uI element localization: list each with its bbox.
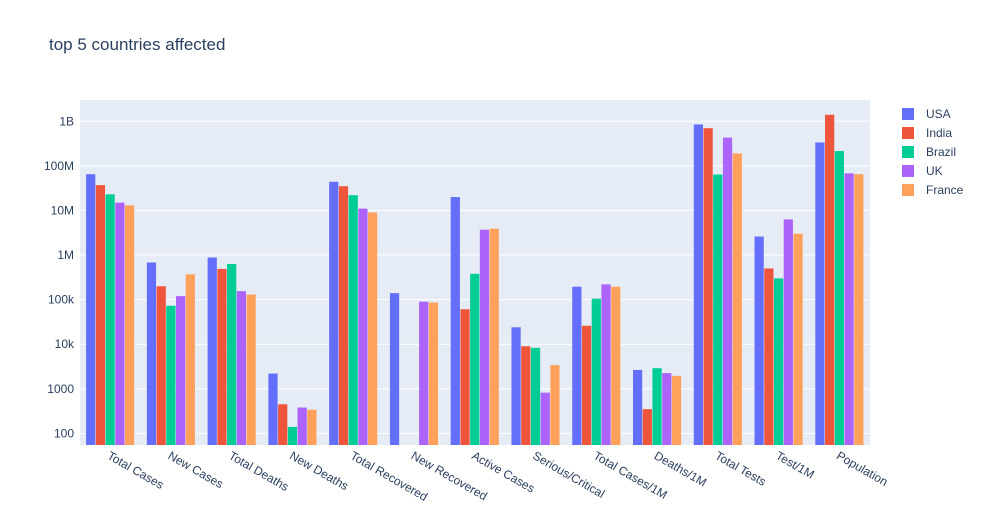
chart-title: top 5 countries affected xyxy=(49,35,225,54)
legend-swatch[interactable] xyxy=(902,165,914,177)
y-tick-label: 100M xyxy=(44,159,74,173)
bar[interactable] xyxy=(428,302,439,445)
bar[interactable] xyxy=(227,264,237,445)
bar[interactable] xyxy=(105,194,115,445)
bar[interactable] xyxy=(642,409,652,445)
bar[interactable] xyxy=(287,426,298,445)
x-tick-label: Total Deaths xyxy=(226,448,291,493)
bar[interactable] xyxy=(671,375,682,445)
bar[interactable] xyxy=(389,293,400,445)
bar[interactable] xyxy=(368,212,378,445)
bar[interactable] xyxy=(115,202,125,445)
bar[interactable] xyxy=(703,128,713,445)
bar[interactable] xyxy=(793,233,803,445)
bar[interactable] xyxy=(601,284,611,445)
bar[interactable] xyxy=(693,124,703,446)
bar[interactable] xyxy=(217,268,227,445)
bar[interactable] xyxy=(825,114,835,445)
bar[interactable] xyxy=(581,325,592,445)
bar[interactable] xyxy=(521,346,531,445)
legend-swatch[interactable] xyxy=(902,127,914,139)
y-tick-label: 10M xyxy=(51,203,74,217)
y-tick-label: 10k xyxy=(55,337,75,351)
bar[interactable] xyxy=(844,173,854,445)
bar[interactable] xyxy=(572,286,582,445)
bar[interactable] xyxy=(834,151,844,445)
bar[interactable] xyxy=(633,369,643,445)
x-tick-label: New Cases xyxy=(166,448,226,491)
legend-swatch[interactable] xyxy=(902,146,914,158)
x-tick-label: Population xyxy=(834,448,890,488)
y-tick-label: 1B xyxy=(59,114,74,128)
bar[interactable] xyxy=(146,262,157,445)
bar[interactable] xyxy=(652,368,662,445)
bar[interactable] xyxy=(166,305,176,445)
bar[interactable] xyxy=(815,142,825,445)
bar[interactable] xyxy=(550,365,560,445)
legend-label[interactable]: Brazil xyxy=(926,145,956,159)
bar[interactable] xyxy=(348,195,358,445)
bar[interactable] xyxy=(540,392,550,445)
bar[interactable] xyxy=(185,274,195,445)
bar[interactable] xyxy=(450,197,460,445)
legend-label[interactable]: USA xyxy=(926,107,951,121)
x-tick-label: Test/1M xyxy=(773,448,816,481)
bar[interactable] xyxy=(732,153,742,445)
bar[interactable] xyxy=(530,347,541,445)
bar[interactable] xyxy=(764,268,774,445)
bar[interactable] xyxy=(591,298,601,445)
bar[interactable] xyxy=(246,294,256,445)
y-tick-label: 1M xyxy=(57,248,74,262)
bar[interactable] xyxy=(722,137,733,446)
bar[interactable] xyxy=(773,278,784,445)
legend-label[interactable]: France xyxy=(926,183,964,197)
bar[interactable] xyxy=(124,205,135,445)
bar[interactable] xyxy=(338,186,349,445)
bar[interactable] xyxy=(236,291,247,445)
bar[interactable] xyxy=(854,174,864,446)
bar[interactable] xyxy=(470,273,480,445)
bar[interactable] xyxy=(307,409,317,445)
bar[interactable] xyxy=(511,327,521,445)
bar[interactable] xyxy=(176,296,186,445)
bar[interactable] xyxy=(713,174,723,445)
legend-swatch[interactable] xyxy=(902,108,914,120)
bar[interactable] xyxy=(419,301,429,445)
legend-label[interactable]: India xyxy=(926,126,952,140)
y-axis: 100 1000 10k 100k 1M 10M 100M 1B xyxy=(44,114,75,440)
bar[interactable] xyxy=(460,309,470,445)
bar[interactable] xyxy=(86,174,96,446)
bar[interactable] xyxy=(268,373,278,445)
bar[interactable] xyxy=(156,286,166,445)
y-tick-label: 1000 xyxy=(47,382,74,396)
bar[interactable] xyxy=(783,219,793,445)
legend-swatch[interactable] xyxy=(902,184,914,196)
bar[interactable] xyxy=(278,404,288,445)
legend[interactable]: USA India Brazil UK France xyxy=(902,107,964,197)
bar[interactable] xyxy=(207,257,217,445)
bar[interactable] xyxy=(95,185,106,445)
bar[interactable] xyxy=(489,228,499,445)
bar[interactable] xyxy=(662,373,672,445)
bar[interactable] xyxy=(479,229,490,445)
y-tick-label: 100 xyxy=(54,426,74,440)
bars[interactable] xyxy=(86,114,864,446)
x-tick-label: Total Tests xyxy=(713,448,769,488)
legend-label[interactable]: UK xyxy=(926,164,943,178)
x-tick-label: Total Cases xyxy=(105,448,166,491)
bar[interactable] xyxy=(329,181,339,446)
y-tick-label: 100k xyxy=(48,293,75,307)
x-tick-label: New Deaths xyxy=(287,448,351,493)
bar[interactable] xyxy=(611,286,621,445)
bar[interactable] xyxy=(297,407,307,445)
bar[interactable] xyxy=(754,236,764,445)
bar[interactable] xyxy=(358,208,368,445)
